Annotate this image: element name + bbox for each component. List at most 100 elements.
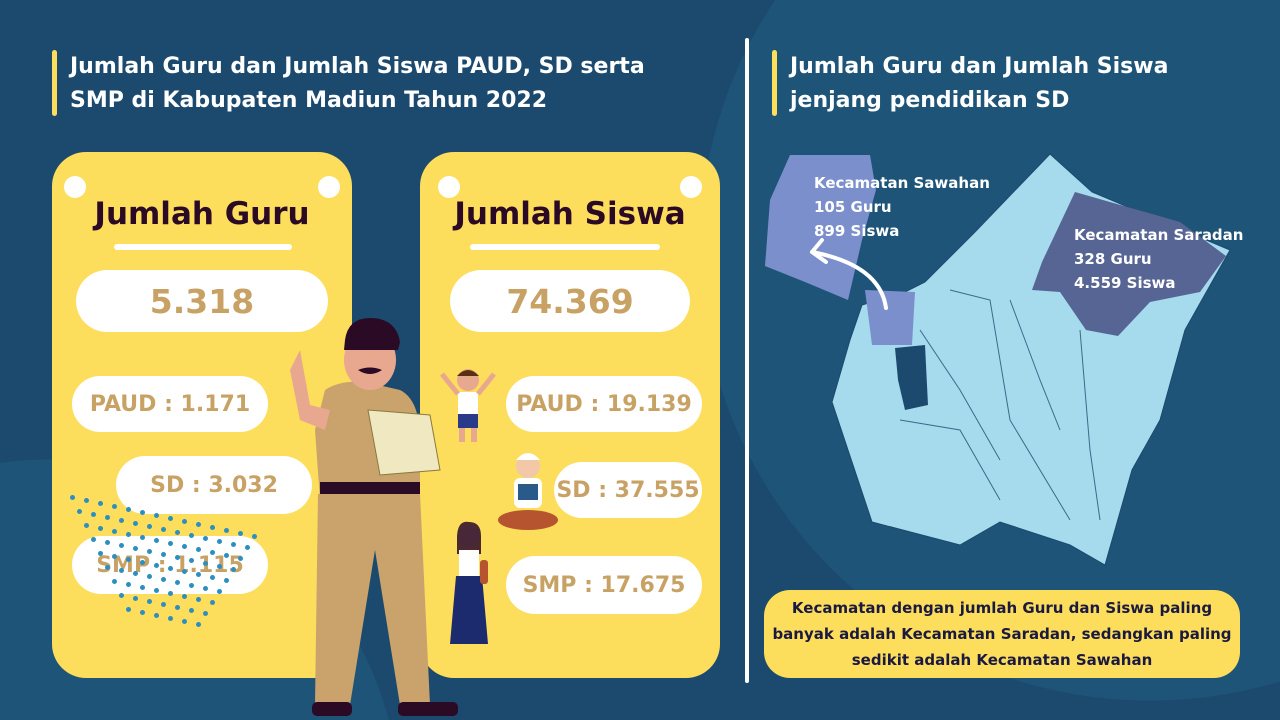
dot xyxy=(133,596,138,601)
dot xyxy=(98,551,103,556)
dot xyxy=(126,582,131,587)
dot xyxy=(175,580,180,585)
dot xyxy=(224,528,229,533)
dot xyxy=(252,534,257,539)
dot xyxy=(140,610,145,615)
dot xyxy=(168,541,173,546)
teacher-illustration xyxy=(290,318,458,716)
dot xyxy=(161,577,166,582)
student-girl-illustration xyxy=(450,521,488,644)
dot xyxy=(154,513,159,518)
dot xyxy=(245,545,250,550)
dot xyxy=(161,527,166,532)
card-hole xyxy=(438,176,460,198)
dot xyxy=(112,504,117,509)
saradan-name: Kecamatan Saradan xyxy=(1074,226,1244,244)
dot xyxy=(168,616,173,621)
dot xyxy=(147,524,152,529)
siswa-paud: PAUD : 19.139 xyxy=(506,376,702,432)
guru-total: 5.318 xyxy=(76,270,328,332)
dot xyxy=(224,553,229,558)
guru-paud: PAUD : 1.171 xyxy=(72,376,268,432)
dot xyxy=(224,578,229,583)
dot xyxy=(182,619,187,624)
right-title: Jumlah Guru dan Jumlah Siswa jenjang pen… xyxy=(790,50,1168,118)
dot xyxy=(133,571,138,576)
dot xyxy=(203,536,208,541)
title-accent-bar xyxy=(52,50,57,116)
dot xyxy=(196,572,201,577)
dot xyxy=(161,602,166,607)
dot xyxy=(105,515,110,520)
dot xyxy=(168,591,173,596)
dot xyxy=(140,535,145,540)
dot xyxy=(231,542,236,547)
dot xyxy=(154,563,159,568)
dot xyxy=(119,518,124,523)
saradan-siswa: 4.559 Siswa xyxy=(1074,274,1176,292)
dot xyxy=(203,561,208,566)
map-borders xyxy=(899,289,1101,521)
guru-heading: Jumlah Guru xyxy=(94,196,310,232)
dot xyxy=(217,539,222,544)
dot xyxy=(210,550,215,555)
dot xyxy=(168,516,173,521)
arrow-icon xyxy=(810,238,888,310)
dot xyxy=(189,608,194,613)
dot xyxy=(98,526,103,531)
sawahan-siswa: 899 Siswa xyxy=(814,222,900,240)
student-reading-illustration xyxy=(498,453,558,530)
dot xyxy=(217,589,222,594)
dot xyxy=(119,593,124,598)
dot xyxy=(175,530,180,535)
dot xyxy=(196,597,201,602)
siswa-smp: SMP : 17.675 xyxy=(506,556,702,614)
dot xyxy=(231,567,236,572)
title-accent-bar xyxy=(772,50,777,116)
card-hole xyxy=(318,176,340,198)
saradan-guru: 328 Guru xyxy=(1074,250,1152,268)
dot xyxy=(84,523,89,528)
dot xyxy=(140,510,145,515)
sawahan-name: Kecamatan Sawahan xyxy=(814,174,990,192)
vertical-divider xyxy=(745,38,749,683)
dot xyxy=(147,599,152,604)
student-boy-illustration xyxy=(440,369,496,442)
dot xyxy=(168,566,173,571)
siswa-sd: SD : 37.555 xyxy=(554,462,702,518)
map-hole xyxy=(895,345,928,410)
summary-note: Kecamatan dengan jumlah Guru dan Siswa p… xyxy=(764,590,1240,678)
sawahan-label: Kecamatan Sawahan 105 Guru 899 Siswa xyxy=(814,171,990,243)
dot xyxy=(147,549,152,554)
dot xyxy=(210,600,215,605)
dot xyxy=(91,512,96,517)
dot xyxy=(119,568,124,573)
dot xyxy=(154,538,159,543)
dot xyxy=(133,521,138,526)
sawahan-guru: 105 Guru xyxy=(814,198,892,216)
card-hole xyxy=(680,176,702,198)
dot xyxy=(105,540,110,545)
map-region-sawahan xyxy=(765,155,915,345)
siswa-heading: Jumlah Siswa xyxy=(454,196,686,232)
dot xyxy=(203,611,208,616)
dot xyxy=(196,622,201,627)
heading-underline xyxy=(114,244,292,250)
dot xyxy=(210,525,215,530)
dot xyxy=(196,547,201,552)
dot xyxy=(203,586,208,591)
dot xyxy=(112,554,117,559)
siswa-total: 74.369 xyxy=(450,270,690,332)
dot xyxy=(98,501,103,506)
left-title: Jumlah Guru dan Jumlah Siswa PAUD, SD se… xyxy=(70,50,645,118)
dot xyxy=(238,556,243,561)
madiun-map xyxy=(765,153,1231,566)
dot xyxy=(154,588,159,593)
map-region-saradan xyxy=(1032,192,1226,336)
dot xyxy=(140,585,145,590)
dot xyxy=(161,552,166,557)
right-title-line: Jumlah Guru dan Jumlah Siswa xyxy=(790,54,1169,79)
dot xyxy=(77,509,82,514)
dot xyxy=(238,531,243,536)
dot xyxy=(210,575,215,580)
